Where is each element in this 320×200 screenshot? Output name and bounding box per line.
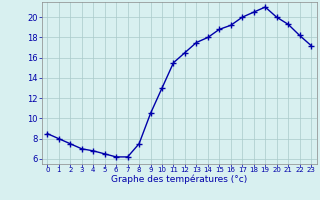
X-axis label: Graphe des températures (°c): Graphe des températures (°c) [111, 175, 247, 184]
